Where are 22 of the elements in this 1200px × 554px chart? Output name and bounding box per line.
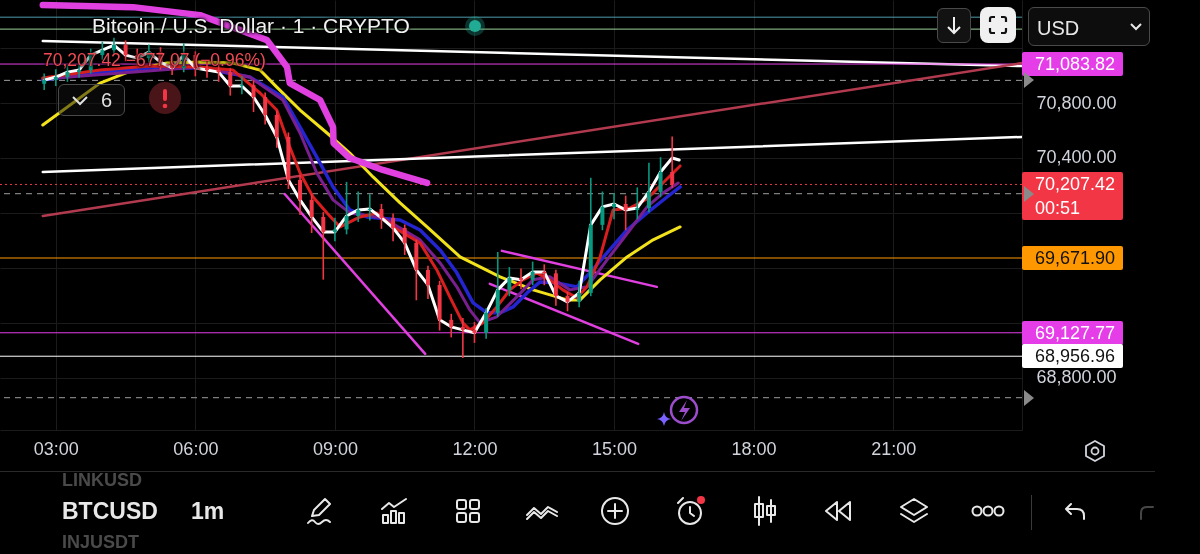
text: BTCUSD <box>62 498 158 526</box>
ref-line-label: 71,083.82 <box>1022 52 1123 77</box>
y-tick-label: 70,800.00 <box>1036 92 1117 113</box>
text: LINKUSD <box>62 470 142 492</box>
y-tick-label: 70,400.00 <box>1036 147 1117 168</box>
indicator-toggle: 6 <box>58 84 125 116</box>
ref-line-label: 69,127.77 <box>1022 320 1123 345</box>
x-tick-label: 09:00 <box>312 438 358 459</box>
x-tick-label: 21:00 <box>871 438 917 459</box>
ref-line-label: 68,956.96 <box>1022 344 1123 369</box>
x-tick-label: 06:00 <box>173 438 219 459</box>
currency-dropdown: USD <box>1028 7 1150 46</box>
annotation: 6 <box>101 88 113 112</box>
text: 1m <box>191 498 225 526</box>
text: INJUSDT <box>62 532 140 554</box>
ref-line-label: 70,207.42 00:51 <box>1022 172 1123 221</box>
ref-line-label: 69,671.90 <box>1022 246 1123 270</box>
x-tick-label: 03:00 <box>33 438 79 459</box>
x-tick-label: 15:00 <box>592 438 638 459</box>
y-tick-label: 68,800.00 <box>1036 367 1117 388</box>
x-tick-label: 18:00 <box>731 438 777 459</box>
x-tick-label: 12:00 <box>452 438 498 459</box>
